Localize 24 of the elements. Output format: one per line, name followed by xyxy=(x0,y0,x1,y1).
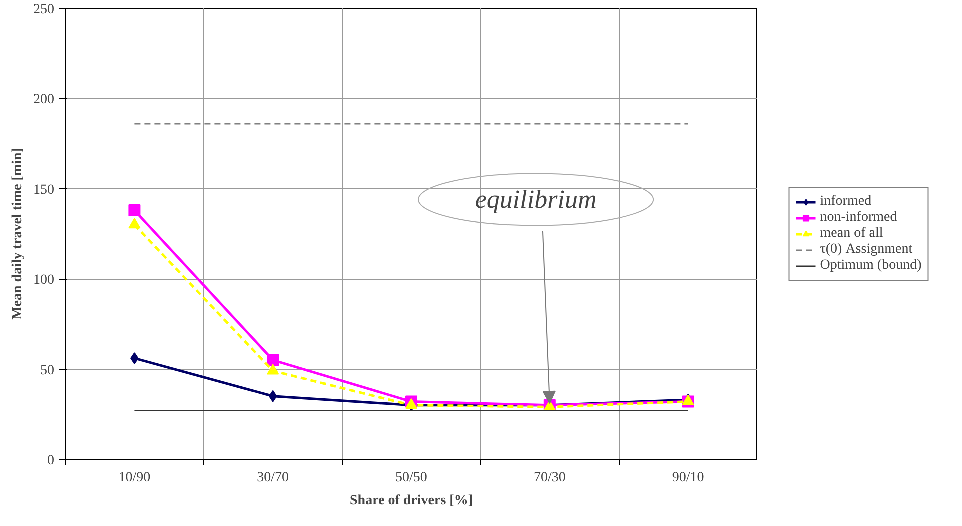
annotation: equilibrium xyxy=(475,185,597,214)
legend-label: informed xyxy=(820,194,872,210)
x-axis-title: Share of drivers [%] xyxy=(350,494,473,508)
y-tick-label: 150 xyxy=(34,182,54,198)
y-axis-title: Mean daily travel time [min] xyxy=(10,148,26,320)
point xyxy=(128,218,141,229)
point xyxy=(267,364,280,375)
y-tick-label: 0 xyxy=(48,454,54,468)
point xyxy=(268,390,278,402)
y-tick-label: 50 xyxy=(40,363,54,378)
x-tick-label: 70/30 xyxy=(534,470,566,486)
y-tick-label: 200 xyxy=(34,92,54,108)
legend-label: mean of all xyxy=(820,226,884,242)
x-tick-label: 10/90 xyxy=(118,470,151,486)
x-tick-label: 90/10 xyxy=(672,470,704,486)
x-tick-label: 50/50 xyxy=(396,470,428,486)
point xyxy=(128,204,141,217)
legend-label: τ(0) Assignment xyxy=(820,242,913,258)
y-tick-label: 100 xyxy=(34,273,54,288)
point xyxy=(267,354,280,366)
legend-label: Optimum (bound) xyxy=(820,258,922,274)
legend-label: non-informed xyxy=(820,210,898,226)
x-tick-label: 30/70 xyxy=(257,470,290,486)
y-tick-label: 250 xyxy=(34,2,54,18)
